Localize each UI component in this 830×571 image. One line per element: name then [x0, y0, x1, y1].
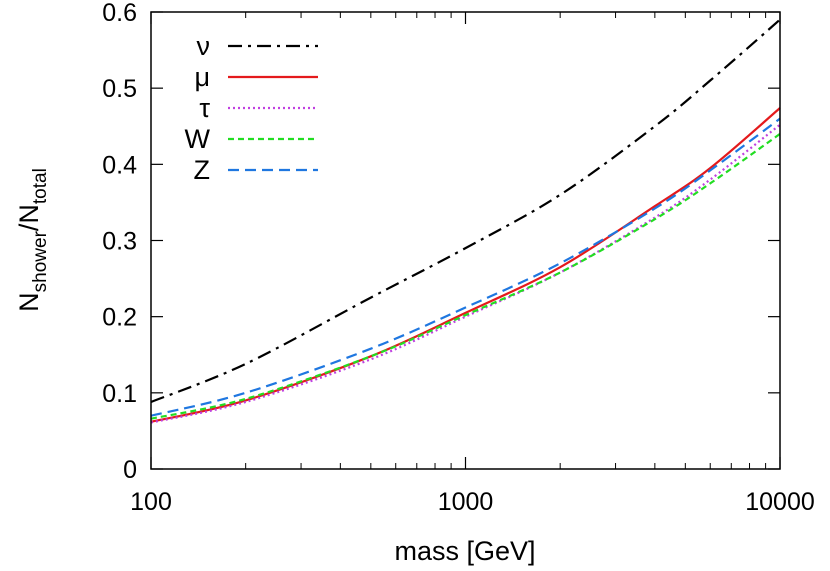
legend-label: Z	[194, 155, 211, 185]
y-tick-label: 0	[123, 456, 137, 484]
x-axis-title: mass [GeV]	[394, 536, 535, 566]
ticks-layer: 0 0.1 0.2 0.3 0.4 0.5 0.6 100 1000 10000	[102, 0, 815, 516]
series-line	[150, 123, 781, 424]
y-tick-label: 0.3	[102, 228, 137, 256]
plot-frame	[150, 11, 781, 470]
legend-label: ν	[197, 31, 211, 61]
y-tick-label: 0.2	[102, 304, 137, 332]
y-tick-label: 0.4	[102, 151, 137, 179]
legend-label: μ	[194, 62, 210, 92]
x-tick-label: 100	[130, 488, 172, 516]
legend-label: τ	[199, 93, 210, 123]
lines-layer	[150, 18, 781, 424]
legend-label: W	[185, 124, 211, 154]
x-tick-label: 10000	[745, 488, 815, 516]
series-line	[150, 18, 781, 404]
y-tick-label: 0.5	[102, 75, 137, 103]
x-tick-label: 1000	[438, 488, 494, 516]
series-line	[150, 117, 781, 417]
series-line	[150, 133, 781, 420]
y-tick-label: 0.6	[102, 0, 137, 27]
y-axis-title: Nshower/Ntotal	[14, 168, 51, 312]
y-tick-label: 0.1	[102, 380, 137, 408]
series-line	[150, 107, 781, 423]
